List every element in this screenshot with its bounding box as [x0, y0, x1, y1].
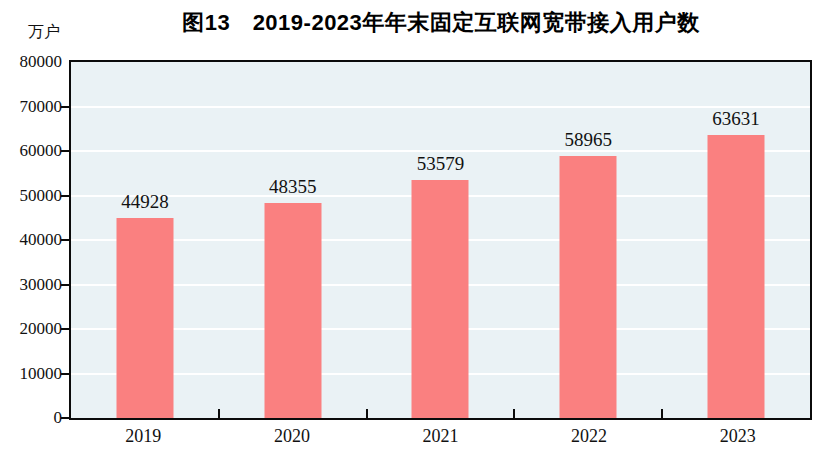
y-axis-tick-label: 10000	[0, 364, 62, 384]
x-axis-category-label: 2022	[515, 426, 664, 447]
y-axis-tick	[61, 373, 69, 375]
y-axis-tick	[61, 417, 69, 419]
chart-title: 图13 2019-2023年年末固定互联网宽带接入用户数	[70, 8, 812, 38]
y-axis-tick-label: 60000	[0, 141, 62, 161]
y-axis-tick	[61, 284, 69, 286]
y-axis-tick-label: 80000	[0, 52, 62, 72]
x-axis-tick	[513, 409, 515, 418]
bar-2019	[116, 218, 173, 418]
x-axis-category-label: 2020	[218, 426, 367, 447]
x-axis-category-label: 2021	[366, 426, 515, 447]
bar-slot-2023: 63631	[662, 62, 810, 418]
y-axis-tick	[61, 150, 69, 152]
x-axis-category-label: 2019	[69, 426, 218, 447]
y-axis-tick-label: 70000	[0, 97, 62, 117]
bar-chart-figure: 图13 2019-2023年年末固定互联网宽带接入用户数 万户 44928483…	[0, 0, 824, 467]
bar-2023	[708, 135, 765, 418]
y-axis-unit-label: 万户	[28, 22, 60, 43]
x-axis-tick	[218, 409, 220, 418]
plot-area: 4492848355535795896563631	[69, 60, 812, 420]
y-axis-tick-label: 50000	[0, 186, 62, 206]
x-axis-tick	[366, 409, 368, 418]
bar-2022	[560, 156, 617, 418]
y-axis-tick	[61, 328, 69, 330]
y-axis-tick	[61, 239, 69, 241]
bar-slot-2022: 58965	[514, 62, 662, 418]
x-axis-tick	[661, 409, 663, 418]
y-axis-tick-label: 30000	[0, 275, 62, 295]
y-axis-tick	[61, 195, 69, 197]
bar-value-label: 44928	[71, 191, 219, 213]
bar-slot-2019: 44928	[71, 62, 219, 418]
plot-inner: 4492848355535795896563631	[71, 62, 810, 418]
y-axis-tick-label: 40000	[0, 230, 62, 250]
bar-value-label: 58965	[514, 129, 662, 151]
x-axis-labels: 20192020202120222023	[69, 426, 812, 447]
bar-value-label: 48355	[219, 176, 367, 198]
bars-layer: 4492848355535795896563631	[71, 62, 810, 418]
bar-2021	[412, 180, 469, 418]
bar-slot-2021: 53579	[367, 62, 515, 418]
y-axis-tick-label: 20000	[0, 319, 62, 339]
bar-2020	[264, 203, 321, 418]
x-axis-category-label: 2023	[663, 426, 812, 447]
y-axis-tick	[61, 106, 69, 108]
bar-value-label: 63631	[662, 108, 810, 130]
bar-slot-2020: 48355	[219, 62, 367, 418]
y-axis-tick-label: 0	[0, 408, 62, 428]
bar-value-label: 53579	[367, 153, 515, 175]
